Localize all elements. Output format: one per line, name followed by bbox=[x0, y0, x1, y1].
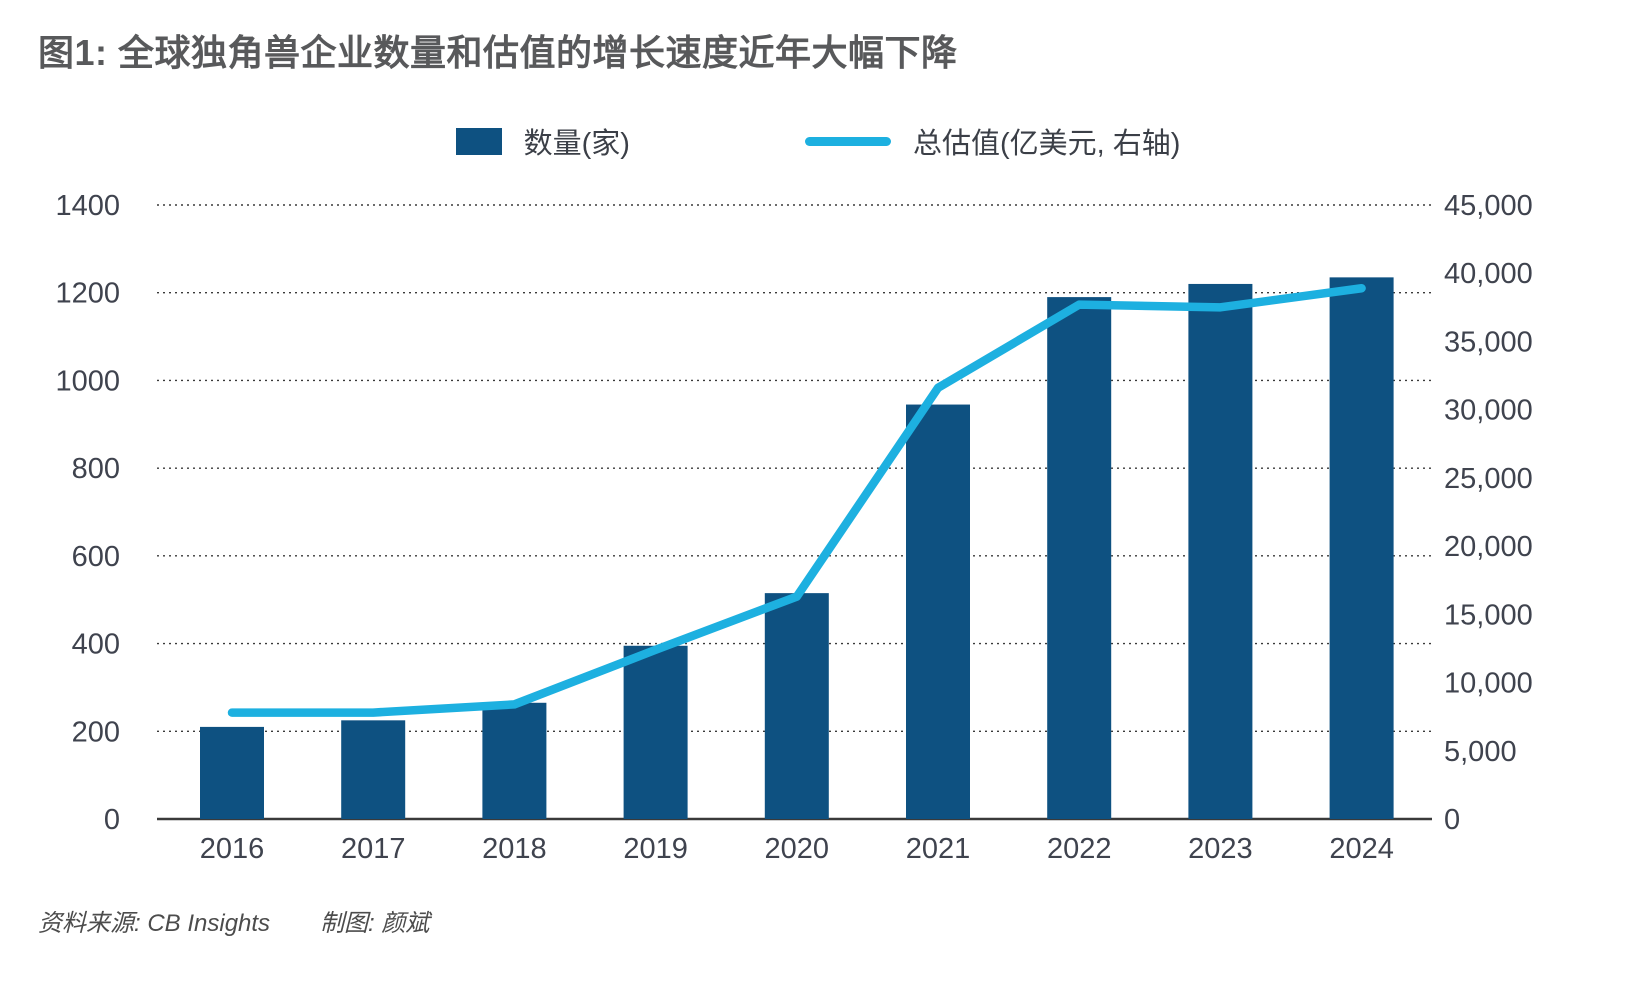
bar-2020 bbox=[764, 593, 829, 819]
right-axis-tick-label: 20,000 bbox=[1444, 531, 1533, 563]
left-axis-tick-label: 200 bbox=[72, 716, 120, 748]
line-legend-swatch bbox=[804, 136, 891, 146]
left-axis-tick-label: 600 bbox=[72, 541, 120, 573]
bar-2022 bbox=[1047, 297, 1112, 820]
chart-footer: 资料来源: CB Insights 制图: 颜斌 bbox=[38, 903, 429, 938]
bar-2019 bbox=[623, 645, 688, 819]
right-axis-tick-label: 15,000 bbox=[1444, 599, 1533, 631]
bar-2024 bbox=[1329, 277, 1394, 820]
right-axis-tick-label: 10,000 bbox=[1444, 668, 1533, 700]
bar-legend-swatch bbox=[455, 127, 502, 155]
chart-title: 图1: 全球独角兽企业数量和估值的增长速度近年大幅下降 bbox=[38, 32, 958, 73]
data-source: 资料来源: CB Insights bbox=[38, 910, 271, 937]
x-axis-label: 2019 bbox=[623, 833, 688, 865]
x-axis-label: 2024 bbox=[1329, 833, 1394, 865]
right-axis-tick-label: 45,000 bbox=[1444, 190, 1533, 222]
bar-2021 bbox=[906, 404, 970, 819]
x-axis-label: 2021 bbox=[906, 833, 971, 865]
right-axis-tick-label: 5,000 bbox=[1444, 736, 1517, 768]
x-axis-label: 2018 bbox=[482, 833, 547, 865]
x-axis-label: 2017 bbox=[341, 833, 406, 865]
right-axis-tick-label: 25,000 bbox=[1444, 463, 1533, 495]
valuation-line bbox=[227, 283, 1366, 717]
legend-item-valuation: 总估值(亿美元, 右轴) bbox=[804, 120, 1181, 162]
x-axis-label: 2023 bbox=[1188, 833, 1253, 865]
left-axis-tick-label: 800 bbox=[72, 453, 120, 485]
bar-2018 bbox=[482, 702, 547, 819]
left-axis-tick-label: 400 bbox=[72, 629, 120, 661]
left-axis-tick-label: 1200 bbox=[55, 278, 120, 310]
bar-2016 bbox=[200, 726, 264, 819]
left-axis-tick-label: 1000 bbox=[55, 365, 120, 397]
bar-legend-label: 数量(家) bbox=[523, 128, 630, 160]
x-axis-label: 2020 bbox=[765, 833, 830, 865]
left-axis-tick-label: 1400 bbox=[55, 190, 120, 222]
x-axis-label: 2022 bbox=[1047, 833, 1112, 865]
bar-2017 bbox=[341, 720, 406, 819]
bar-2023 bbox=[1188, 283, 1253, 819]
legend: 数量(家) 总估值(亿美元, 右轴) bbox=[0, 120, 1636, 162]
left-axis-tick-label: 0 bbox=[104, 804, 120, 836]
legend-item-count: 数量(家) bbox=[455, 120, 630, 162]
right-axis-tick-label: 0 bbox=[1444, 804, 1460, 836]
chart-credit: 制图: 颜斌 bbox=[320, 910, 430, 937]
right-axis-tick-label: 30,000 bbox=[1444, 395, 1533, 427]
line-legend-label: 总估值(亿美元, 右轴) bbox=[912, 128, 1181, 160]
right-axis-tick-label: 40,000 bbox=[1444, 258, 1533, 290]
right-axis-tick-label: 35,000 bbox=[1444, 326, 1533, 358]
x-axis-label: 2016 bbox=[200, 833, 265, 865]
